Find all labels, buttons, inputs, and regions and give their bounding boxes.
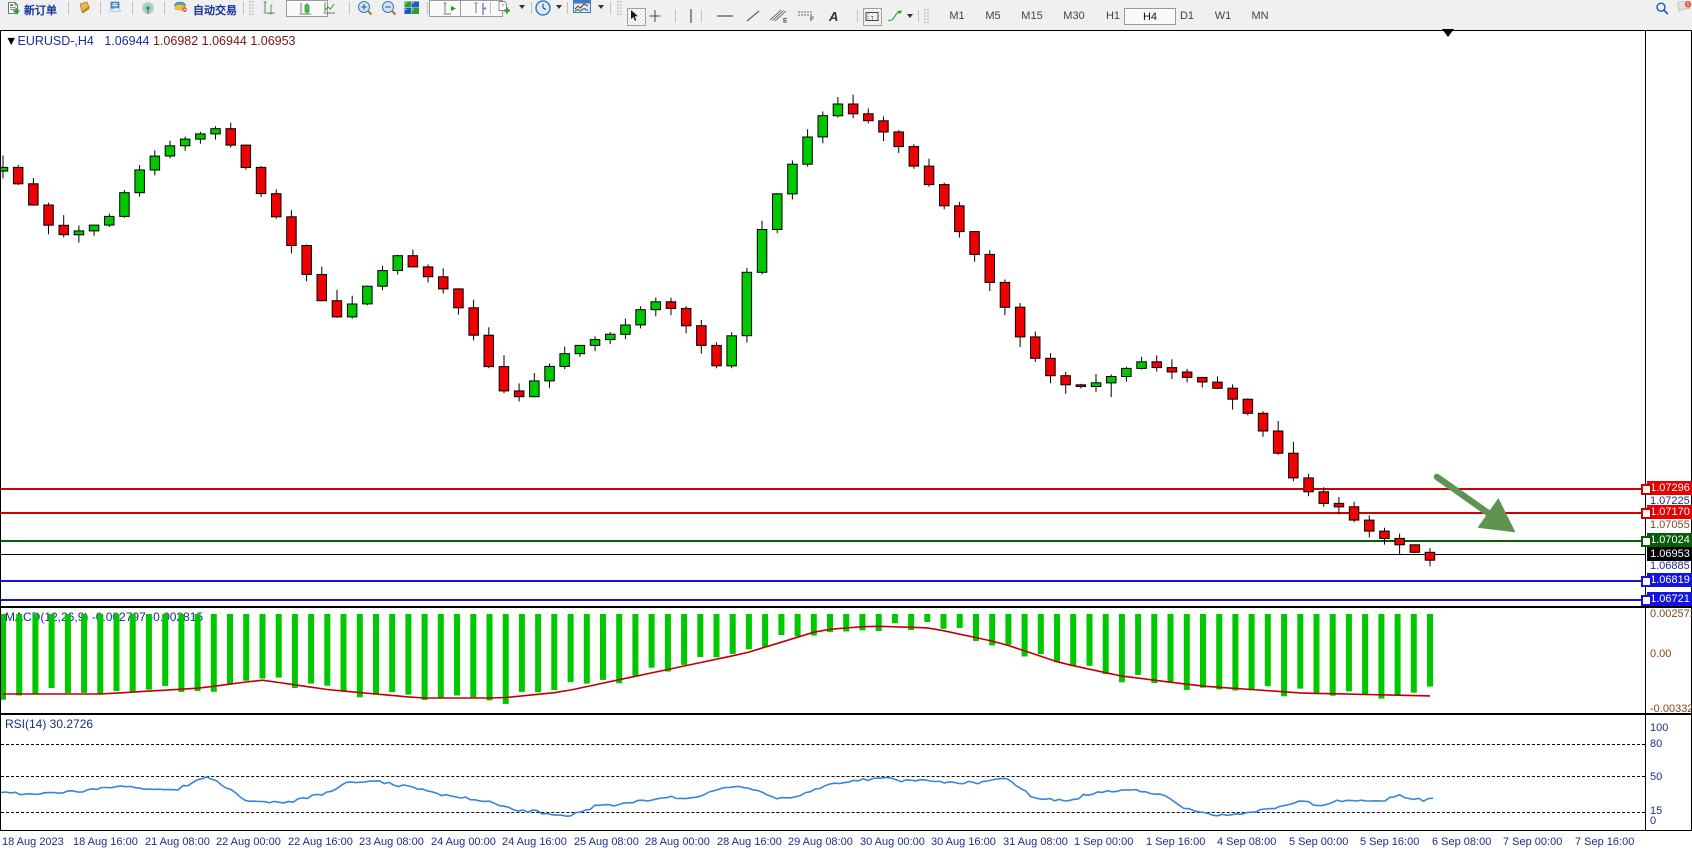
svg-text:T: T	[871, 16, 875, 22]
svg-text:E: E	[783, 18, 788, 24]
svg-text:F: F	[810, 16, 814, 21]
